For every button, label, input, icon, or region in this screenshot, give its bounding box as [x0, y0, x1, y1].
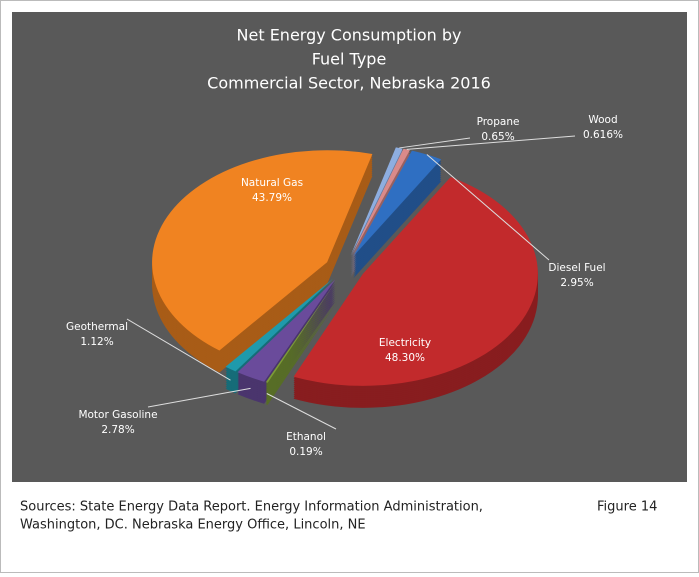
- leader-line: [426, 154, 550, 261]
- slice-side: [351, 152, 410, 260]
- pie: [152, 147, 538, 408]
- slice: [293, 176, 538, 386]
- category-label: Natural Gas: [241, 177, 303, 189]
- value-label: 48.30%: [385, 352, 425, 364]
- category-label: Propane: [477, 116, 520, 128]
- slice-side: [350, 149, 403, 258]
- source: Washington, DC. Nebraska Energy Office, …: [20, 518, 366, 533]
- value-label: 2.78%: [101, 424, 134, 436]
- value-label: 0.19%: [289, 446, 322, 458]
- value-label: 1.12%: [80, 336, 113, 348]
- slice: [353, 150, 442, 257]
- category-label: Ethanol: [286, 431, 326, 443]
- leader-line: [399, 137, 471, 149]
- category-label: Motor Gasoline: [78, 409, 157, 421]
- category-label: Geothermal: [66, 321, 128, 333]
- slice: [237, 279, 336, 382]
- leader-line: [126, 318, 231, 381]
- labels: Propane 0.65% Wood 0.616% Diesel Fuel 2.95% El…: [66, 114, 623, 458]
- chart-title: Net Energy Consumption by: [237, 26, 462, 45]
- slice: [265, 279, 337, 383]
- category-label: Wood: [588, 114, 617, 126]
- value-label: 2.95%: [560, 277, 593, 289]
- chart-title: Fuel Type: [312, 50, 387, 69]
- slice: [351, 148, 410, 256]
- slice: [225, 278, 334, 372]
- slice: [152, 150, 373, 351]
- chart-title: Commercial Sector, Nebraska 2016: [207, 74, 491, 93]
- value-label: 0.616%: [583, 129, 623, 141]
- category-label: Electricity: [379, 337, 431, 349]
- leader-line: [147, 387, 251, 408]
- leader-line: [406, 135, 576, 150]
- category-label: Diesel Fuel: [548, 262, 605, 274]
- slice: [350, 147, 403, 256]
- source: Sources: State Energy Data Report. Energ…: [20, 500, 483, 515]
- slice-side: [351, 150, 410, 258]
- figure-label: Figure 14: [597, 500, 657, 515]
- value-label: 0.65%: [481, 131, 514, 143]
- value-label: 43.79%: [252, 192, 292, 204]
- leader-line: [266, 393, 337, 430]
